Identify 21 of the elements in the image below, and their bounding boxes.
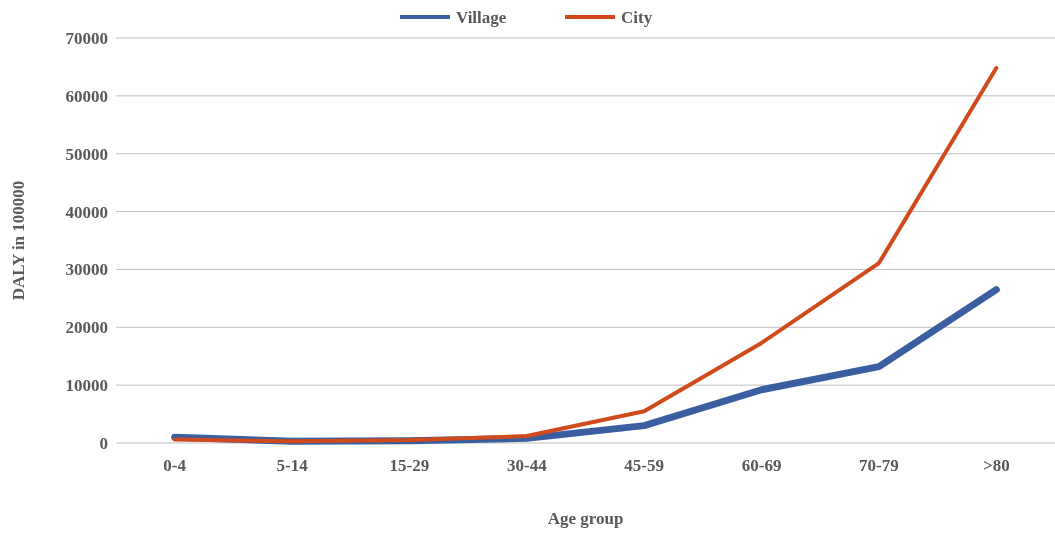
y-axis-title: DALY in 100000 — [9, 180, 28, 301]
x-tick-label: 60-69 — [741, 456, 782, 475]
x-tick-label: >80 — [982, 456, 1010, 475]
y-tick-label: 0 — [99, 433, 108, 453]
line-series — [172, 66, 999, 444]
x-tick-label: 70-79 — [859, 456, 899, 475]
x-tick-label: 30-44 — [506, 456, 548, 475]
x-tick-label: 45-59 — [624, 456, 665, 475]
y-tick-label: 10000 — [65, 376, 108, 396]
x-axis-title: Age group — [547, 509, 624, 528]
y-tick-label: 60000 — [65, 86, 108, 106]
legend-label: City — [621, 7, 653, 27]
y-tick-label: 70000 — [65, 28, 108, 48]
x-tick-label: 5-14 — [276, 456, 309, 475]
y-tick-label: 20000 — [65, 318, 108, 338]
y-tick-label: 30000 — [65, 260, 108, 280]
legend-label: Village — [456, 7, 507, 27]
y-tick-label: 40000 — [65, 202, 108, 222]
y-tick-label: 50000 — [65, 144, 108, 164]
x-tick-label: 15-29 — [389, 456, 430, 475]
x-tick-label: 0-4 — [163, 456, 187, 475]
